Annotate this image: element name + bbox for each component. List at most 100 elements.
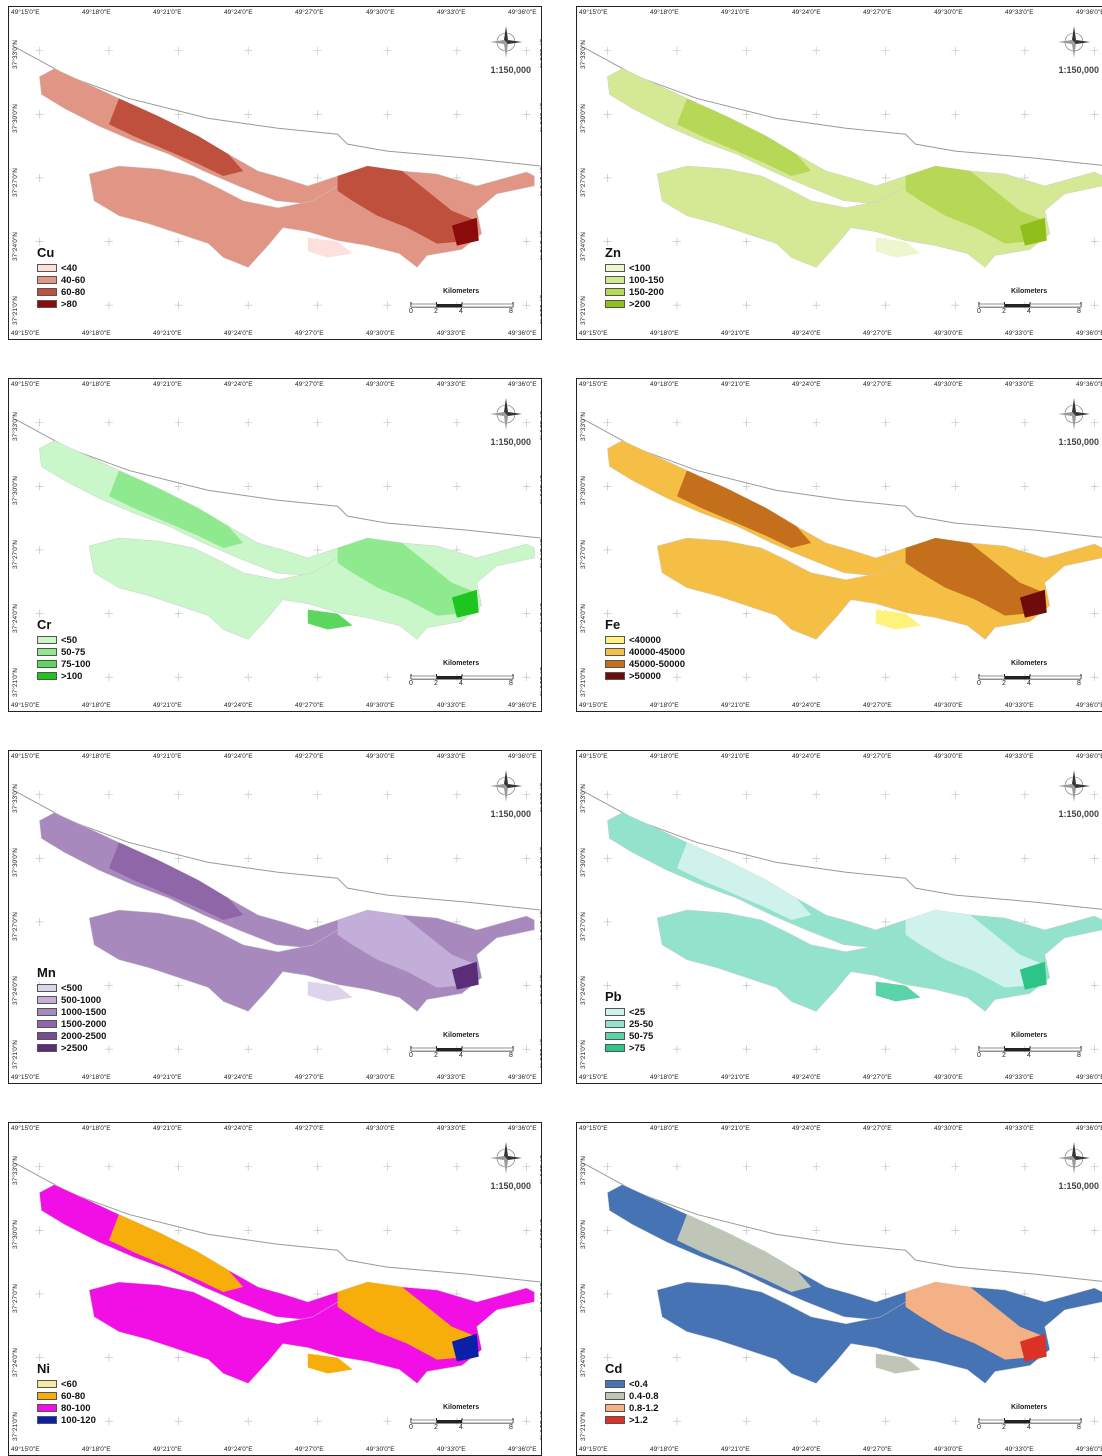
graticule-cross <box>383 418 392 427</box>
legend-swatch <box>37 636 57 644</box>
longitude-tick-label: 49°33'0"E <box>1005 1125 1034 1132</box>
graticule-cross <box>742 110 751 119</box>
graticule-cross <box>1090 1417 1099 1426</box>
legend-label: 80-100 <box>61 1402 91 1414</box>
graticule-cross <box>603 790 612 799</box>
longitude-tick-label: 49°33'0"E <box>1005 753 1034 760</box>
latitude-tick-label: 37°24'0"N <box>580 976 587 1005</box>
scale-bar-number: 0 <box>977 1424 981 1431</box>
graticule-cross <box>174 1353 183 1362</box>
graticule-cross <box>105 790 113 799</box>
longitude-tick-label: 49°33'0"E <box>437 9 466 16</box>
legend: Pb <25 25-50 50-75 >75 <box>605 989 653 1054</box>
legend-label: >75 <box>629 1042 646 1054</box>
legend-swatch <box>37 1416 57 1424</box>
legend-item: 40000-45000 <box>605 646 685 658</box>
legend: Cd <0.4 0.4-0.8 0.8-1.2 >1.2 <box>605 1361 659 1426</box>
longitude-tick-label: 49°27'0"E <box>295 1074 324 1081</box>
concentration-zone <box>451 1333 479 1362</box>
scale-bar-number: 8 <box>1077 308 1081 315</box>
longitude-tick-label: 49°30'0"E <box>366 381 395 388</box>
map-canvas <box>582 790 1102 1054</box>
graticule-cross <box>244 854 253 863</box>
legend-item: >2500 <box>37 1042 106 1054</box>
longitude-tick-label: 49°18'0"E <box>650 9 679 16</box>
longitude-tick-label: 49°36'0"E <box>1076 702 1102 709</box>
graticule-cross <box>951 854 960 863</box>
legend-swatch <box>37 1404 57 1412</box>
graticule-cross <box>174 1226 183 1235</box>
graticule-cross <box>35 46 44 55</box>
longitude-tick-label: 49°27'0"E <box>295 330 324 337</box>
legend-item: >200 <box>605 298 664 310</box>
longitude-tick-label: 49°24'0"E <box>224 1125 253 1132</box>
longitude-tick-label: 49°21'0"E <box>721 381 750 388</box>
graticule-cross <box>1090 1162 1099 1171</box>
concentration-zone <box>677 470 812 548</box>
graticule-cross <box>383 482 392 491</box>
coastline <box>14 790 541 911</box>
legend-item: 80-100 <box>37 1402 96 1414</box>
graticule-cross <box>742 673 751 682</box>
latitude-tick-label: 37°33'0"N <box>12 784 19 813</box>
graticule-cross <box>1090 673 1099 682</box>
latitude-tick-label: 37°21'0"N <box>580 1412 587 1441</box>
scale-bar-number: 0 <box>409 308 413 315</box>
longitude-tick-label: 49°21'0"E <box>721 1074 750 1081</box>
legend-label: <25 <box>629 1006 646 1018</box>
graticule-cross <box>1090 1226 1099 1235</box>
longitude-tick-label: 49°21'0"E <box>721 1446 750 1453</box>
longitude-tick-label: 49°15'0"E <box>11 1074 40 1081</box>
north-arrow-icon <box>1057 25 1091 59</box>
graticule-cross <box>383 790 392 799</box>
longitude-tick-label: 49°33'0"E <box>437 1125 466 1132</box>
scale-bar-number: 4 <box>459 680 463 687</box>
longitude-tick-label: 49°24'0"E <box>792 1074 821 1081</box>
graticule-cross <box>174 854 183 863</box>
legend-title: Cr <box>37 617 52 632</box>
graticule-cross <box>1020 790 1029 799</box>
latitude-tick-label: 37°21'0"N <box>580 1040 587 1069</box>
graticule-cross <box>673 46 681 55</box>
graticule-cross <box>383 1226 392 1235</box>
graticule-cross <box>522 418 531 427</box>
longitude-tick-label: 49°33'0"E <box>437 753 466 760</box>
concentration-zone <box>307 237 353 258</box>
graticule-cross <box>881 301 890 310</box>
scale-bar-number: 0 <box>409 1424 413 1431</box>
graticule-cross <box>812 1162 821 1171</box>
legend-label: 50-75 <box>61 646 86 658</box>
graticule-cross <box>105 981 113 990</box>
scale-bar: Kilometers 0 2 4 8 <box>977 660 1083 694</box>
graticule-cross <box>1020 1162 1029 1171</box>
graticule-cross <box>951 418 960 427</box>
legend-item: >100 <box>37 670 91 682</box>
longitude-tick-label: 49°33'0"E <box>437 1074 466 1081</box>
coastline <box>582 418 1102 538</box>
graticule-cross <box>383 46 392 55</box>
graticule-cross <box>603 46 612 55</box>
graticule-cross <box>105 46 113 55</box>
graticule-cross <box>812 790 821 799</box>
concentration-zone <box>307 1353 353 1374</box>
graticule-cross <box>105 301 113 310</box>
latitude-tick-label: 37°24'0"N <box>12 232 19 261</box>
longitude-tick-label: 49°15'0"E <box>579 9 608 16</box>
graticule-cross <box>1090 1045 1099 1054</box>
longitude-tick-label: 49°15'0"E <box>579 1125 608 1132</box>
longitude-tick-label: 49°18'0"E <box>650 753 679 760</box>
longitude-tick-label: 49°15'0"E <box>579 702 608 709</box>
graticule-cross <box>244 418 253 427</box>
graticule-cross <box>1090 237 1099 246</box>
longitude-tick-label: 49°27'0"E <box>863 702 892 709</box>
scale-bar-unit: Kilometers <box>1011 288 1048 295</box>
legend-item: 100-150 <box>605 274 664 286</box>
map-panel-zn: 1:150,000 Zn <100 100-150 150-200 >200 Kilo… <box>576 6 1102 340</box>
graticule-cross <box>1090 609 1099 618</box>
scale-ratio: 1:150,000 <box>1058 809 1099 819</box>
longitude-tick-label: 49°27'0"E <box>863 330 892 337</box>
longitude-tick-label: 49°18'0"E <box>650 1074 679 1081</box>
legend-label: 1000-1500 <box>61 1006 107 1018</box>
legend-swatch <box>605 1032 625 1040</box>
graticule-cross <box>522 110 531 119</box>
